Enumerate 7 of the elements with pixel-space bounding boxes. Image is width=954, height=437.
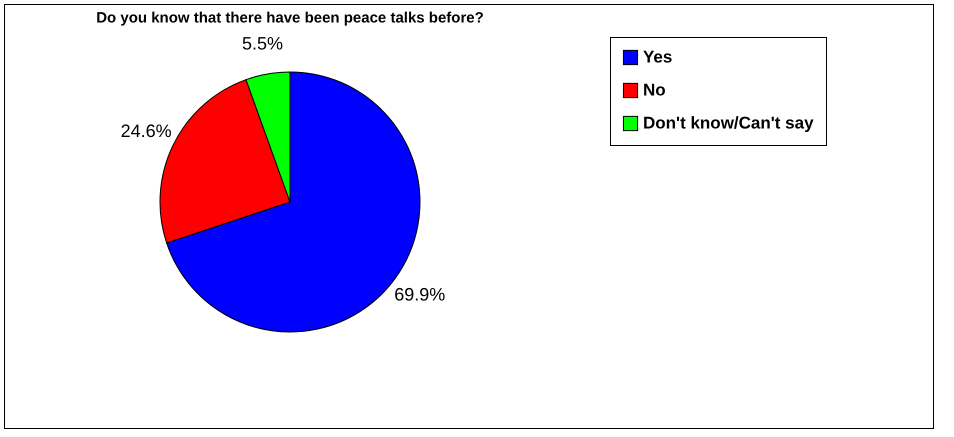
data-label: 69.9% — [394, 284, 446, 305]
data-label: 24.6% — [120, 121, 172, 142]
data-label: 5.5% — [242, 33, 284, 54]
legend-label: No — [643, 80, 666, 100]
chart-title: Do you know that there have been peace talks before? — [96, 9, 484, 26]
legend-label: Yes — [643, 48, 672, 66]
legend-label: Don't know/Can't say — [643, 114, 814, 132]
